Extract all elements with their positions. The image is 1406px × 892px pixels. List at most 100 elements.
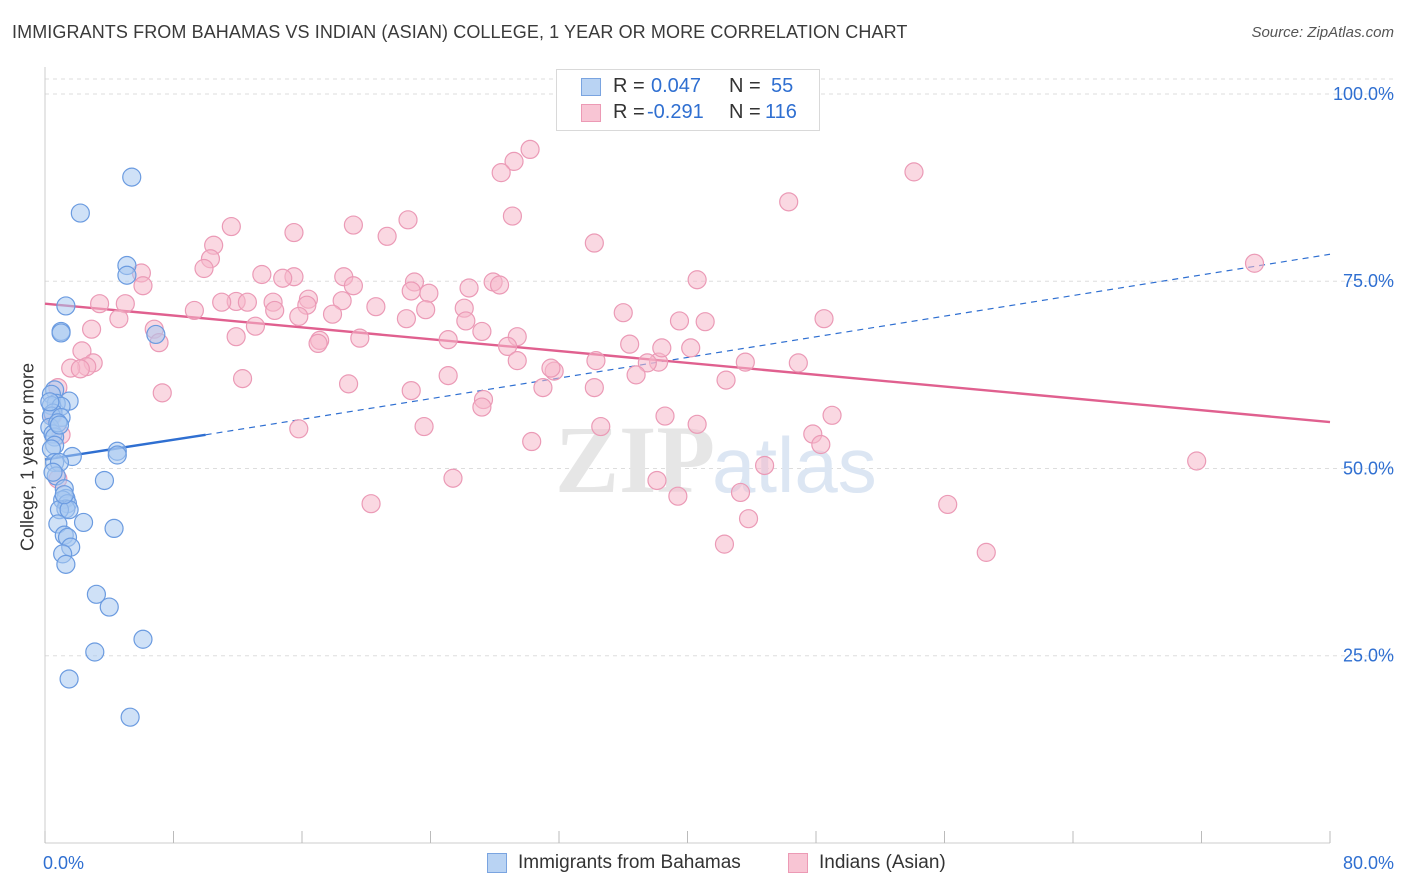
bahamas-point [59,669,79,689]
bahamas-point [86,584,107,604]
indians-point [273,268,293,288]
n-value-bahamas: 55 [771,75,794,97]
indians-point [81,319,102,339]
n-value-indians: 116 [765,101,797,123]
indians-point [322,304,343,324]
indians-point [245,316,266,336]
indians-point [443,468,463,488]
indians-point [284,222,304,243]
indians-point [221,216,241,237]
indians-point [938,494,958,515]
n-label: N = [729,101,761,123]
indians-point [522,431,542,452]
bahamas-point [122,167,142,187]
indians-point [738,509,759,529]
bahamas-swatch [581,78,601,96]
indians-point [620,334,640,354]
indians-point [350,328,370,348]
indians-point [811,434,831,455]
bahamas-point [40,392,60,412]
bahamas-point [104,518,124,539]
indians-point [401,281,421,301]
indians-point [133,276,153,296]
indians-point [502,206,523,226]
indians-point [438,330,458,350]
indians-point [507,351,527,371]
indians-point [533,377,553,398]
indians-point [652,338,672,358]
indians-point [669,311,690,331]
n-label: N = [729,75,761,97]
indians-point [788,353,808,373]
indians-point [289,419,309,439]
indians-swatch [581,104,601,122]
indians-point [232,369,253,389]
indians-point [338,374,359,394]
bahamas-point [99,597,119,617]
indians-point [584,377,604,398]
correlation-legend: R = 0.047 N = 55 R = -0.291 N = 116 [556,69,820,131]
bahamas-legend-label: Immigrants from Bahamas [518,852,741,873]
indians-point [343,276,363,296]
bahamas-trend-dashed [205,253,1331,436]
bahamas-point [107,445,127,465]
indians-point [419,283,439,303]
bahamas-point [56,554,76,574]
chart-title: IMMIGRANTS FROM BAHAMAS VS INDIAN (ASIAN… [12,22,908,42]
indians-point [401,380,421,401]
indians-point [541,358,561,378]
indians-point [584,233,604,253]
indians-point [226,327,246,347]
indians-point [822,405,842,425]
indians-point [814,309,834,329]
indians-point [343,215,363,235]
bahamas-point [85,642,105,662]
r-value-bahamas: 0.047 [651,75,702,97]
y-tick-label: 75.0% [1343,271,1394,291]
indians-point [730,482,751,503]
bahamas-point [94,470,115,491]
y-tick-label: 50.0% [1343,458,1394,478]
bahamas-point [56,296,76,316]
indians-point [489,275,510,295]
indians-point [184,300,204,321]
indians-point [459,278,479,298]
indians-legend-label: Indians (Asian) [819,852,946,873]
indians-point [252,264,272,285]
indians-point [361,494,381,514]
indians-point [90,294,110,314]
indians-point [414,416,434,437]
indians-point [976,542,996,562]
bahamas-point [133,629,153,649]
indians-legend-swatch [788,853,808,873]
indians-point [687,414,707,434]
bahamas-point [54,485,74,505]
indians-point [70,359,90,379]
indians-point [716,370,736,390]
indians-point [655,406,675,426]
source-label: Source: ZipAtlas.com [1251,24,1394,41]
indians-point [613,303,633,323]
r-value-indians: -0.291 [647,101,704,123]
indians-point [265,300,285,321]
indians-point [735,352,755,372]
indians-point [647,470,667,491]
r-label: R = [613,101,645,123]
bahamas-point [51,323,71,343]
indians-point [586,351,606,371]
bahamas-legend-swatch [487,853,507,873]
indians-point [695,312,715,332]
indians-point [194,258,214,279]
bahamas-point [70,203,90,223]
indians-point [904,162,924,182]
indians-point [504,151,524,171]
indians-point [308,333,328,354]
indians-point [687,270,707,290]
r-label: R = [613,75,645,97]
indians-point [637,353,657,373]
x-tick-label: 80.0% [1343,853,1394,873]
indians-point [498,336,518,356]
y-tick-label: 25.0% [1343,646,1394,666]
indians-point [332,291,352,311]
y-tick-label: 100.0% [1333,84,1394,104]
